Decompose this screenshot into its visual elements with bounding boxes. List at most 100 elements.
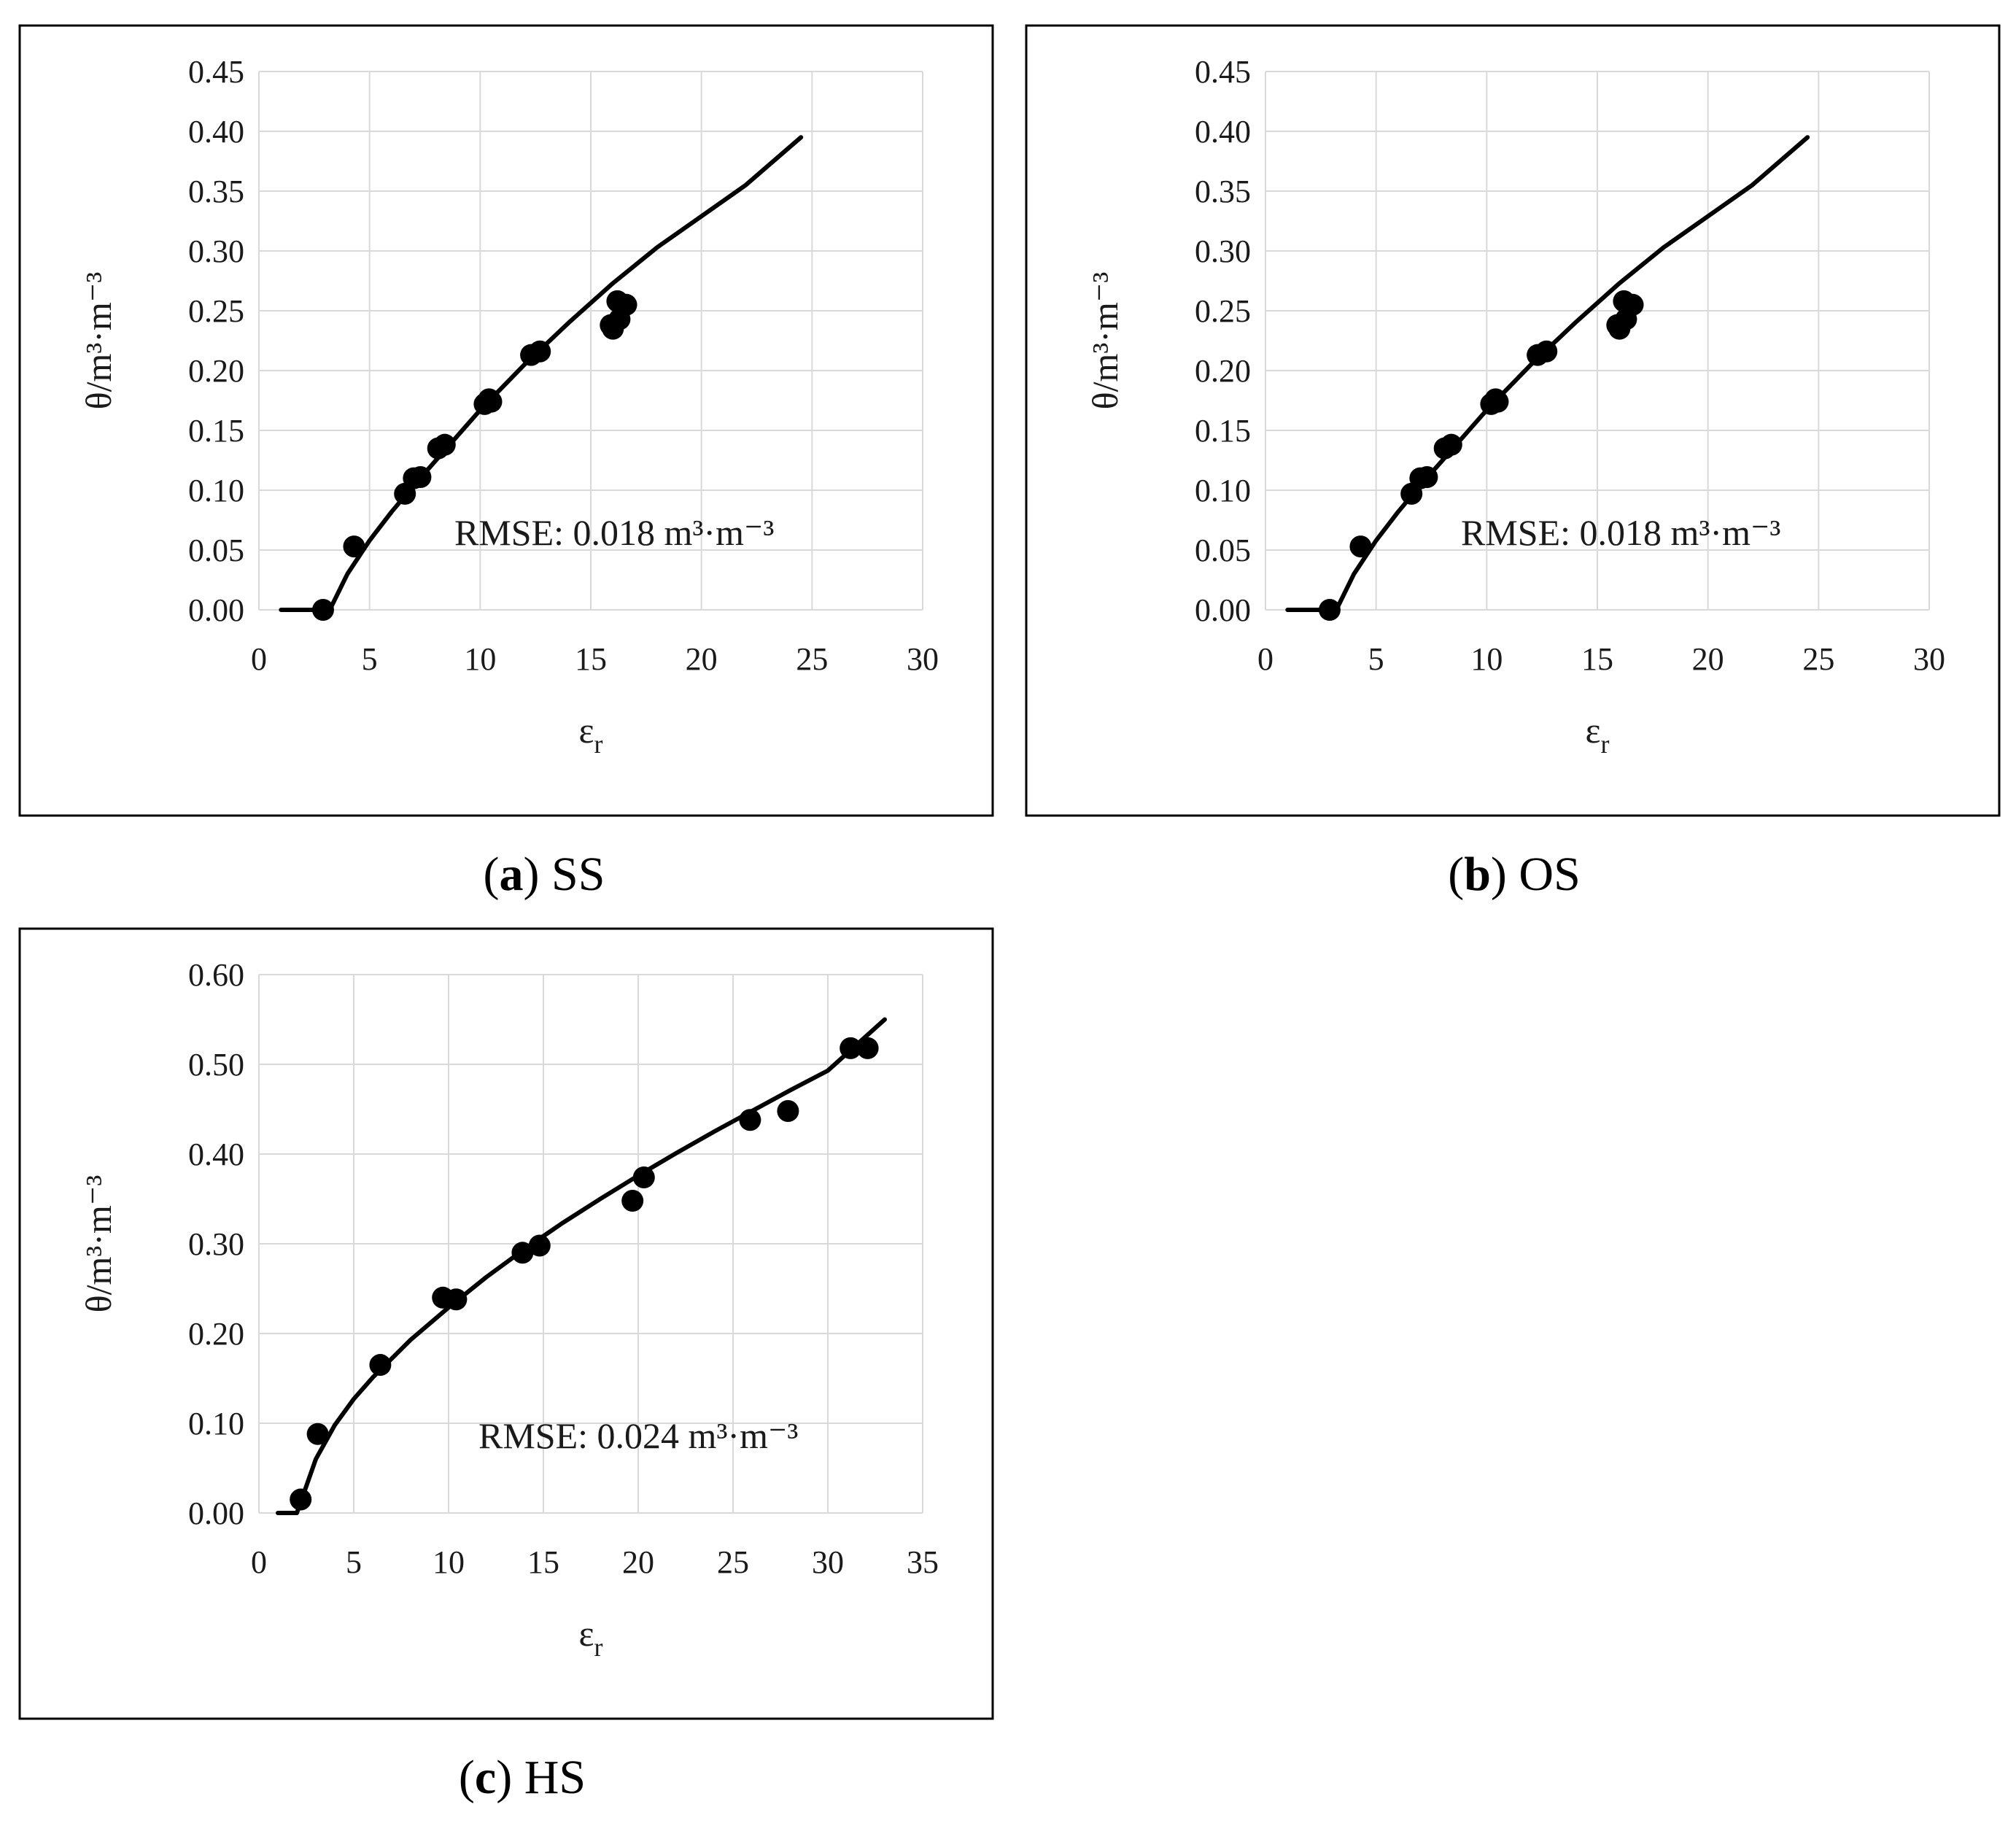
caption-letter: b	[1464, 848, 1491, 901]
y-tick-label: 0.35	[1195, 174, 1251, 209]
x-tick-label: 0	[1257, 641, 1273, 677]
y-tick-label: 0.45	[188, 54, 244, 90]
data-point	[739, 1109, 761, 1131]
x-tick-label: 5	[346, 1544, 362, 1580]
caption-close-paren: )	[1491, 848, 1519, 901]
y-tick-label: 0.30	[188, 1226, 244, 1262]
y-tick-label: 0.15	[188, 413, 244, 449]
data-point	[529, 340, 551, 363]
panel-caption: (b) OS	[1448, 848, 1581, 901]
data-point	[480, 390, 503, 413]
data-point	[632, 1166, 655, 1188]
x-tick-label: 15	[527, 1544, 559, 1580]
rmse-annotation: RMSE: 0.018 m³·m⁻³	[1461, 512, 1780, 553]
chart-frame	[1025, 24, 2001, 817]
data-point	[1318, 599, 1341, 621]
y-tick-label: 0.05	[188, 533, 244, 568]
x-tick-label: 35	[907, 1544, 939, 1580]
y-tick-label: 0.20	[188, 1316, 244, 1352]
x-tick-label: 20	[1692, 641, 1724, 677]
y-tick-label: 0.20	[1195, 353, 1251, 389]
caption-name: OS	[1519, 848, 1580, 901]
y-tick-label: 0.00	[188, 592, 244, 628]
data-point	[1440, 433, 1462, 456]
data-point	[409, 465, 432, 488]
y-axis-title: θ/m³·m⁻³	[78, 1175, 119, 1313]
y-tick-label: 0.10	[1195, 473, 1251, 508]
panel-b: 0 5 10 15 20 25 30 0.00 0.05 0.10 0.15 0.20 0.25 0.30…	[1025, 24, 2001, 901]
data-point	[856, 1037, 879, 1059]
data-point	[311, 599, 334, 621]
x-axis-subscript: r	[594, 729, 603, 759]
y-tick-label: 0.15	[1195, 413, 1251, 449]
caption-open-paren: (	[1448, 848, 1464, 901]
x-tick-label: 15	[575, 641, 607, 677]
y-tick-label: 0.45	[1195, 54, 1251, 90]
y-tick-label: 0.40	[188, 1137, 244, 1172]
y-tick-label: 0.30	[1195, 233, 1251, 269]
y-axis-title: θ/m³·m⁻³	[1085, 272, 1125, 410]
y-tick-label: 0.20	[188, 353, 244, 389]
x-tick-label: 0	[251, 641, 267, 677]
x-tick-label: 0	[251, 1544, 267, 1580]
x-tick-label: 5	[1368, 641, 1384, 677]
x-tick-label: 30	[812, 1544, 844, 1580]
x-tick-label: 10	[433, 1544, 465, 1580]
data-point	[840, 1037, 862, 1059]
y-tick-label: 0.25	[1195, 293, 1251, 329]
data-point	[777, 1099, 799, 1122]
caption-close-paren: )	[496, 1751, 524, 1804]
y-tick-label: 0.60	[188, 957, 244, 993]
y-tick-label: 0.25	[188, 293, 244, 329]
x-tick-label: 25	[717, 1544, 749, 1580]
panel-caption: (c) HS	[459, 1751, 586, 1804]
data-point	[528, 1234, 551, 1257]
y-tick-label: 0.50	[188, 1047, 244, 1083]
x-tick-label: 10	[464, 641, 496, 677]
y-tick-label: 0.40	[1195, 114, 1251, 150]
x-axis-symbol: ε	[1586, 710, 1601, 751]
data-point	[1535, 340, 1558, 363]
caption-name: HS	[524, 1751, 586, 1804]
chart-frame	[18, 927, 994, 1720]
caption-letter: a	[500, 848, 524, 901]
rmse-annotation: RMSE: 0.018 m³·m⁻³	[454, 512, 774, 553]
x-axis-title: εr	[579, 710, 603, 759]
y-tick-label: 0.30	[188, 233, 244, 269]
data-point	[343, 535, 365, 558]
x-tick-label: 20	[622, 1544, 654, 1580]
y-tick-label: 0.10	[188, 1406, 244, 1441]
x-axis-subscript: r	[594, 1633, 603, 1662]
panel-c: 0 5 10 15 20 25 30 35 0.00 0.10 0.20 0.30 0.40 0.50 0.…	[18, 927, 994, 1804]
x-tick-label: 15	[1581, 641, 1613, 677]
y-tick-label: 0.40	[188, 114, 244, 150]
x-axis-title: εr	[1586, 710, 1610, 759]
data-point	[1349, 535, 1372, 558]
x-tick-label: 30	[907, 641, 939, 677]
data-point	[369, 1354, 392, 1377]
x-axis-symbol: ε	[579, 1613, 594, 1654]
data-point	[433, 433, 456, 456]
y-axis-title: θ/m³·m⁻³	[78, 272, 119, 410]
data-point	[1486, 390, 1509, 413]
y-tick-label: 0.35	[188, 174, 244, 209]
x-tick-label: 20	[686, 641, 718, 677]
caption-open-paren: (	[459, 1751, 475, 1804]
y-tick-label: 0.05	[1195, 533, 1251, 568]
caption-name: SS	[551, 848, 605, 901]
x-axis-subscript: r	[1601, 729, 1610, 759]
y-tick-label: 0.00	[188, 1495, 244, 1531]
data-point	[306, 1423, 329, 1445]
data-point	[290, 1488, 312, 1511]
caption-letter: c	[475, 1751, 496, 1804]
y-tick-label: 0.00	[1195, 592, 1251, 628]
caption-close-paren: )	[524, 848, 551, 901]
x-tick-label: 25	[796, 641, 828, 677]
data-point	[1621, 293, 1644, 316]
data-point	[511, 1242, 534, 1264]
x-tick-label: 10	[1470, 641, 1503, 677]
data-point	[615, 293, 637, 316]
rmse-annotation: RMSE: 0.024 m³·m⁻³	[478, 1415, 798, 1456]
panel-a: 0 5 10 15 20 25 30 0.00 0.05 0.10 0.15 0.20 0.25 0.30…	[18, 24, 994, 901]
